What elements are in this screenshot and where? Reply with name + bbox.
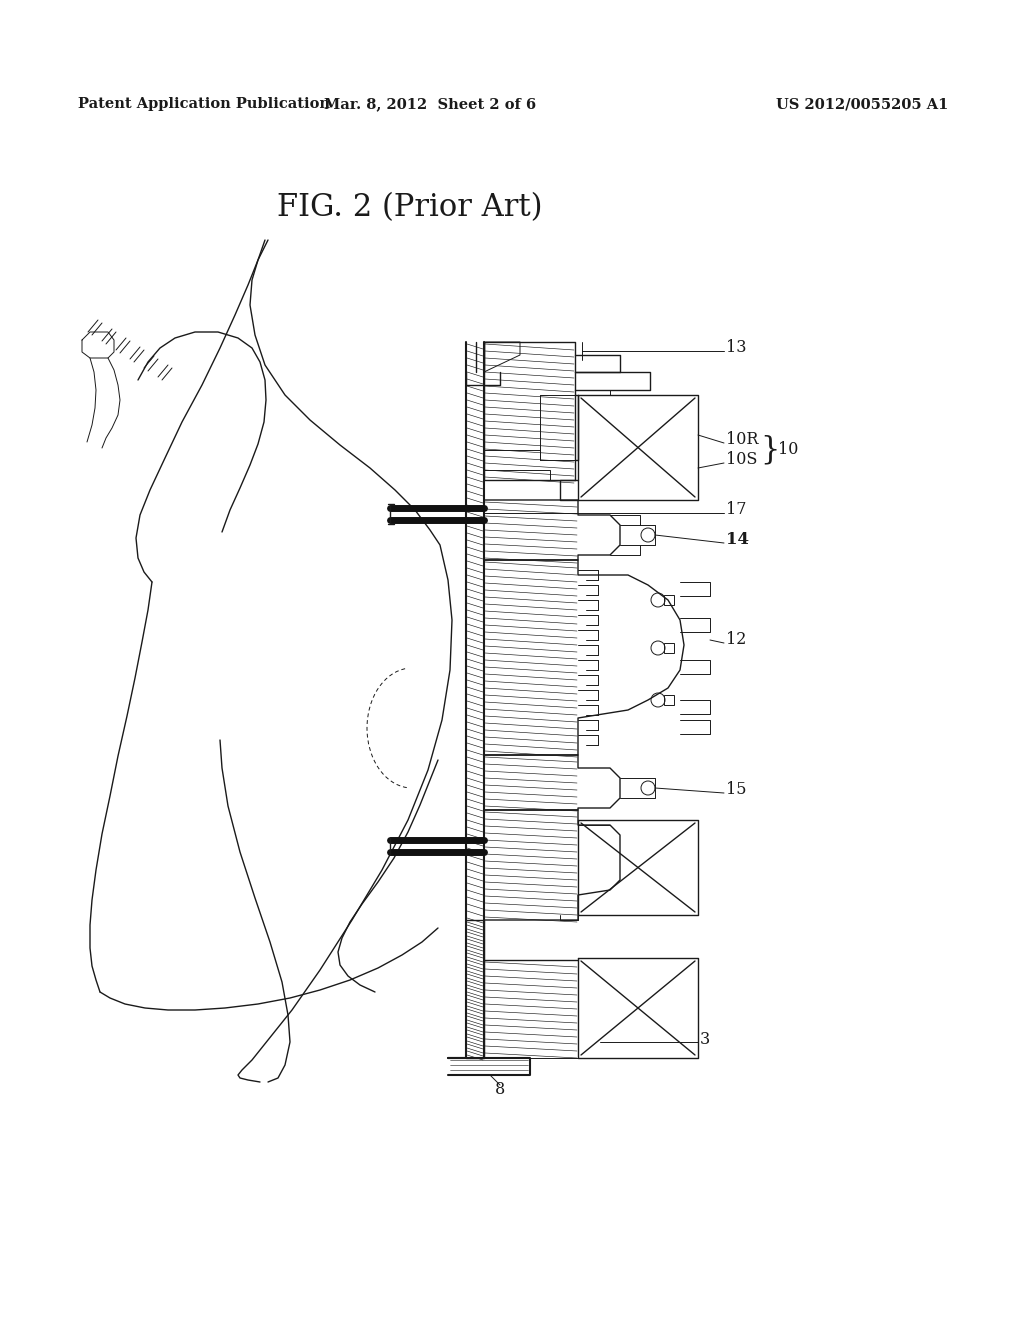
Text: Patent Application Publication: Patent Application Publication <box>78 98 330 111</box>
Text: 10R: 10R <box>726 432 759 449</box>
Bar <box>664 595 674 605</box>
Text: 10S: 10S <box>726 451 758 469</box>
Text: 8: 8 <box>495 1081 505 1098</box>
Text: FIG. 2 (Prior Art): FIG. 2 (Prior Art) <box>278 193 543 223</box>
Text: Mar. 8, 2012  Sheet 2 of 6: Mar. 8, 2012 Sheet 2 of 6 <box>324 98 536 111</box>
Text: 14: 14 <box>726 532 749 549</box>
Text: 12: 12 <box>726 631 746 648</box>
Text: 17: 17 <box>726 502 746 519</box>
Text: 15: 15 <box>726 781 746 799</box>
Text: 3: 3 <box>700 1031 711 1048</box>
Bar <box>664 696 674 705</box>
Text: }: } <box>760 434 779 466</box>
Text: 13: 13 <box>726 339 746 356</box>
Bar <box>664 643 674 653</box>
Text: US 2012/0055205 A1: US 2012/0055205 A1 <box>775 98 948 111</box>
Text: 10: 10 <box>778 441 799 458</box>
